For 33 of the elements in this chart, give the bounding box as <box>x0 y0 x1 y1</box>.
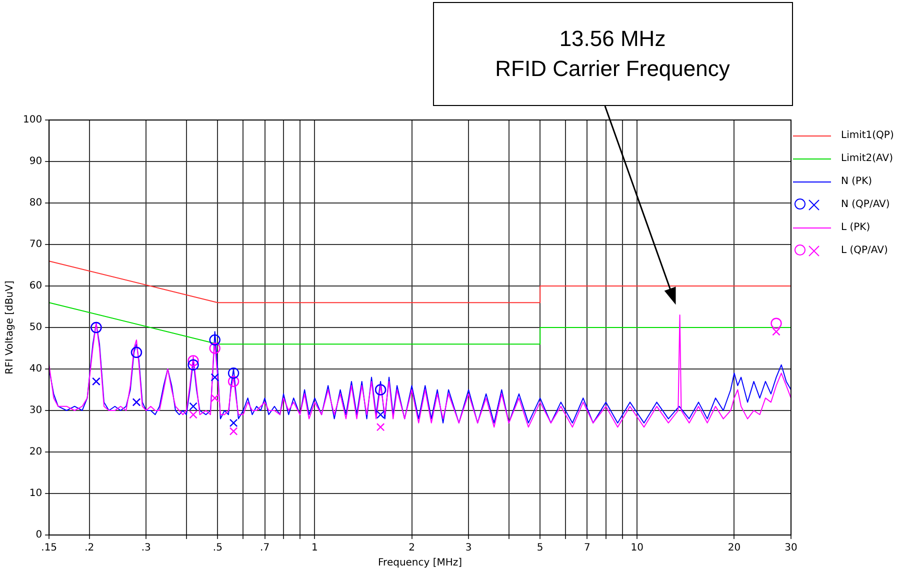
y-tick-label: 60 <box>29 280 42 292</box>
legend-label: L (PK) <box>841 222 870 233</box>
x-tick-label: 1 <box>312 542 318 554</box>
x-tick-label: 30 <box>784 542 798 554</box>
x-tick-label: .2 <box>84 542 94 554</box>
y-tick-label: 0 <box>36 530 42 541</box>
x-tick-label: 20 <box>728 542 741 554</box>
y-tick-label: 90 <box>29 156 42 168</box>
x-tick-label: 3 <box>465 542 472 554</box>
x-tick-label: .3 <box>141 542 151 554</box>
y-tick-label: 70 <box>29 239 42 250</box>
y-tick-label: 100 <box>22 114 42 126</box>
legend-label: Limit2(AV) <box>841 153 893 164</box>
y-tick-label: 80 <box>29 198 42 209</box>
x-tick-label: .7 <box>260 542 270 554</box>
x-axis-title: Frequency [MHz] <box>378 558 462 569</box>
x-tick-label: .15 <box>41 542 58 554</box>
y-tick-label: 50 <box>29 322 42 334</box>
x-tick-label: 5 <box>536 542 544 554</box>
legend-label: N (PK) <box>841 176 872 187</box>
x-tick-label: 10 <box>630 542 644 554</box>
y-tick-label: 40 <box>29 364 42 375</box>
legend-label: L (QP/AV) <box>841 245 888 256</box>
legend-label: N (QP/AV) <box>841 199 890 210</box>
text: 13.56 MHz RFID Carrier Frequency <box>432 2 793 106</box>
x-tick-label: 7 <box>584 542 590 554</box>
x-tick-label: 2 <box>408 542 415 554</box>
legend-label: Limit1(QP) <box>841 130 894 141</box>
y-axis-title: RFI Voltage [dBuV] <box>4 280 16 374</box>
y-tick-label: 20 <box>29 446 42 458</box>
y-tick-label: 30 <box>29 405 42 416</box>
x-tick-label: .5 <box>212 542 222 554</box>
y-tick-label: 10 <box>29 488 42 500</box>
